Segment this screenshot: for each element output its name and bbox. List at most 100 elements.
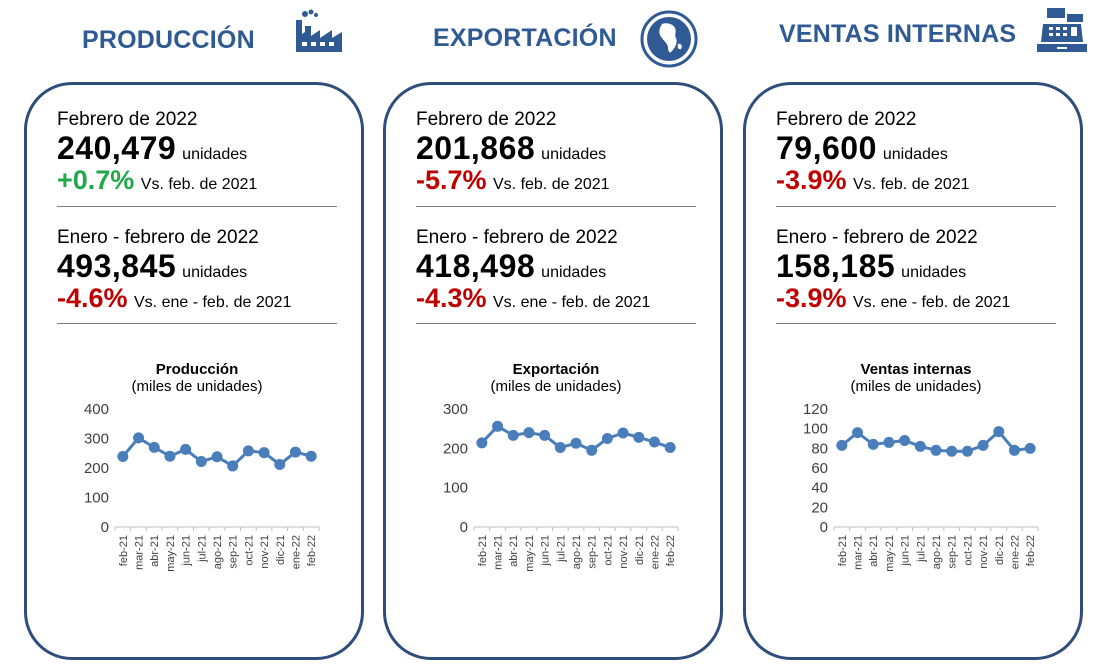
x-tick-label: feb-22 — [665, 535, 677, 566]
data-point — [867, 438, 879, 450]
x-tick-label: feb-21 — [118, 535, 130, 566]
data-point — [242, 445, 254, 457]
monthly-change: -3.9% — [776, 165, 847, 195]
x-tick-label: abr-21 — [868, 535, 880, 567]
panel-title: EXPORTACIÓN — [433, 24, 617, 52]
y-tick-label: 20 — [811, 499, 828, 516]
chart-subtitle: (miles de unidades) — [490, 378, 622, 395]
x-tick-label: ene-22 — [1009, 535, 1021, 569]
data-point — [586, 444, 598, 456]
monthly-unit: unidades — [541, 146, 607, 163]
data-point — [1024, 442, 1036, 454]
x-tick-label: nov-21 — [618, 535, 630, 569]
monthly-comparison: Vs. feb. de 2021 — [140, 176, 258, 193]
x-tick-label: nov-21 — [978, 535, 990, 569]
x-tick-label: nov-21 — [259, 535, 271, 569]
data-point — [133, 432, 145, 444]
ytd-unit: unidades — [182, 264, 248, 281]
panel-header: PRODUCCIÓN — [24, 8, 370, 68]
ytd-unit: unidades — [541, 264, 607, 281]
x-tick-label: may-21 — [884, 535, 896, 572]
data-point — [883, 436, 895, 448]
x-tick-label: feb-21 — [477, 535, 489, 566]
y-tick-label: 400 — [84, 401, 109, 418]
data-point — [977, 439, 989, 451]
ytd-block: Enero - febrero de 2022 418,498 unidades … — [416, 227, 696, 314]
y-tick-label: 0 — [101, 519, 109, 536]
monthly-comparison: Vs. feb. de 2021 — [493, 176, 610, 193]
chart-subtitle: (miles de unidades) — [131, 378, 263, 395]
x-tick-label: ago-21 — [571, 535, 583, 569]
monthly-unit: unidades — [182, 146, 248, 163]
y-tick-label: 300 — [443, 401, 468, 418]
divider — [416, 323, 696, 324]
panel-title: PRODUCCIÓN — [82, 26, 255, 54]
ytd-block: Enero - febrero de 2022 493,845 unidades … — [57, 227, 337, 314]
monthly-value: 201,868 — [416, 130, 536, 166]
data-point — [852, 427, 864, 439]
y-tick-label: 0 — [460, 519, 468, 536]
factory-icon — [296, 9, 342, 52]
ytd-change: -4.6% — [57, 283, 128, 313]
data-point — [961, 445, 973, 457]
monthly-block: Febrero de 2022 201,868 unidades -5.7% Vs… — [416, 109, 696, 196]
data-point — [570, 437, 582, 449]
panel-produccion: PRODUCCIÓN Febrero de 2022 240,479 unidad… — [24, 0, 370, 672]
chart-title-block: Ventas internas (miles de unidades) — [746, 361, 1086, 395]
x-tick-label: ago-21 — [212, 535, 224, 569]
ytd-period: Enero - febrero de 2022 — [416, 227, 618, 248]
y-tick-label: 200 — [84, 460, 109, 477]
data-point — [899, 434, 911, 446]
chart-title-block: Producción (miles de unidades) — [27, 361, 367, 395]
x-tick-label: jul-21 — [555, 535, 567, 563]
data-point — [601, 433, 613, 444]
monthly-block: Febrero de 2022 79,600 unidades -3.9% Vs.… — [776, 109, 1056, 196]
data-point — [993, 426, 1005, 438]
x-tick-label: abr-21 — [149, 535, 161, 567]
panel-header: EXPORTACIÓN — [383, 8, 729, 68]
x-tick-label: dic-21 — [994, 535, 1006, 565]
ytd-change: -4.3% — [416, 283, 487, 313]
x-tick-label: feb-22 — [1025, 535, 1037, 566]
x-tick-label: ago-21 — [931, 535, 943, 569]
y-tick-label: 300 — [84, 431, 109, 448]
monthly-block: Febrero de 2022 240,479 unidades +0.7% Vs… — [57, 109, 337, 196]
y-tick-label: 100 — [803, 421, 828, 438]
x-tick-label: jul-21 — [915, 535, 927, 563]
data-point — [554, 442, 566, 454]
monthly-change: +0.7% — [57, 165, 135, 195]
monthly-value: 240,479 — [57, 130, 177, 166]
monthly-change: -5.7% — [416, 165, 487, 195]
x-tick-label: feb-22 — [306, 535, 318, 566]
y-tick-label: 60 — [811, 460, 828, 477]
ytd-unit: unidades — [901, 264, 967, 281]
x-tick-label: ene-22 — [290, 535, 302, 569]
data-point — [633, 431, 645, 443]
x-tick-label: jun-21 — [181, 535, 193, 567]
x-tick-label: dic-21 — [275, 535, 287, 565]
monthly-period: Febrero de 2022 — [776, 109, 917, 130]
ytd-period: Enero - febrero de 2022 — [57, 227, 259, 248]
x-tick-label: may-21 — [165, 535, 177, 572]
data-point — [664, 442, 676, 454]
x-tick-label: oct-21 — [602, 535, 614, 566]
data-point — [180, 443, 192, 455]
x-tick-label: sep-21 — [947, 535, 959, 569]
data-point — [476, 437, 488, 449]
x-tick-label: mar-21 — [493, 535, 505, 570]
chart-title: Ventas internas — [860, 361, 972, 378]
monthly-value: 79,600 — [776, 130, 877, 166]
x-tick-label: feb-21 — [837, 535, 849, 566]
ytd-value: 493,845 — [57, 248, 177, 284]
data-point — [258, 447, 270, 459]
x-tick-label: sep-21 — [228, 535, 240, 569]
ytd-comparison: Vs. ene - feb. de 2021 — [853, 294, 1011, 311]
x-tick-label: jun-21 — [900, 535, 912, 567]
panel-ventas-internas: VENTAS INTERNAS Febrero de 2022 79,600 un… — [743, 0, 1089, 672]
x-tick-label: abr-21 — [508, 535, 520, 567]
data-point — [211, 451, 223, 463]
y-tick-label: 80 — [811, 440, 828, 457]
ytd-comparison: Vs. ene - feb. de 2021 — [134, 294, 292, 311]
ytd-change: -3.9% — [776, 283, 847, 313]
x-tick-label: jul-21 — [196, 535, 208, 563]
